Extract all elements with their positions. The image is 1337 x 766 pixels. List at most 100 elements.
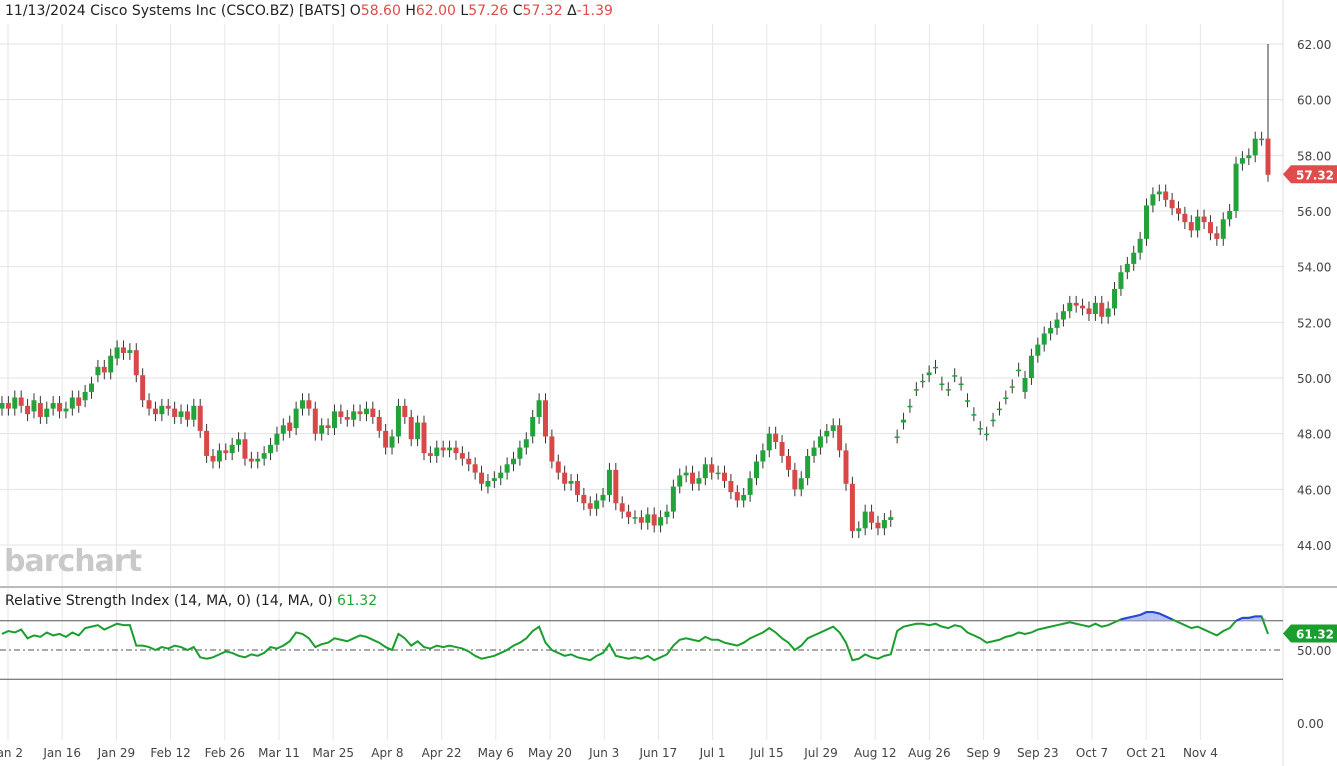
barchart-logo: barchart [4, 544, 142, 579]
candle-body [702, 464, 708, 479]
candle-body [101, 366, 107, 373]
x-axis: Jan 2 Jan 16 Jan 29 Feb 12 Feb 26 Mar 11 Mar 2… [0, 746, 1218, 760]
x-tick-label: Sep 23 [1017, 746, 1059, 760]
candle-body [568, 480, 574, 484]
x-tick-label: Mar 11 [258, 746, 300, 760]
candle-body [1080, 305, 1086, 309]
x-tick-label: Feb 26 [205, 746, 245, 760]
candle-body [491, 478, 497, 481]
candle-body [1144, 205, 1150, 239]
candle-body [447, 447, 453, 451]
candle-body [511, 458, 517, 465]
candle-body [690, 472, 696, 484]
candle-body [370, 408, 376, 417]
x-tick-label: Jul 29 [803, 746, 838, 760]
candle-body [242, 439, 248, 459]
candle-body [574, 480, 580, 495]
candle-body [594, 500, 600, 509]
candle-body [44, 408, 50, 417]
candle-body [140, 375, 146, 401]
candle-body [664, 511, 670, 518]
candle-body [402, 405, 408, 417]
candle-body [89, 383, 95, 392]
candle-body [869, 511, 875, 523]
candle-body [817, 436, 823, 448]
candle-body [31, 400, 37, 412]
candle-body [1003, 397, 1009, 399]
candle-body [69, 397, 75, 409]
candle-body [849, 483, 855, 532]
candle-body [223, 450, 229, 454]
candle-body [658, 517, 664, 526]
candle-body [1112, 288, 1118, 309]
candle-body [1246, 155, 1252, 159]
candle-body [709, 464, 715, 473]
candle-body [1009, 386, 1015, 388]
candle-body [1060, 311, 1066, 320]
close-label: C [512, 3, 523, 19]
candle-body [677, 475, 683, 487]
candle-body [913, 389, 919, 391]
candle-body [280, 425, 286, 434]
close-value: 57.32 [522, 3, 563, 19]
candle-body [204, 430, 210, 456]
candle-body [1175, 208, 1181, 214]
quote-date: 11/13/2024 [5, 3, 86, 19]
candle-body [76, 397, 82, 406]
candle-body [843, 450, 849, 484]
y-tick-label: 56.00 [1297, 205, 1331, 219]
candle-body [1137, 238, 1143, 253]
candle-body [453, 447, 459, 454]
candle-body [632, 517, 638, 519]
candle-body [766, 433, 772, 451]
change-label: Δ [567, 3, 577, 19]
candle-body [875, 522, 881, 529]
x-tick-label: Jun 17 [638, 746, 677, 760]
y-tick-label: 58.00 [1297, 149, 1331, 163]
open-value: 58.60 [360, 3, 401, 19]
candle-body [926, 372, 932, 376]
x-tick-label: May 6 [478, 746, 514, 760]
candle-body [434, 447, 440, 456]
rsi-line [1, 611, 1269, 662]
candle-body [1067, 302, 1073, 312]
candle-body [613, 469, 619, 504]
candle-body [798, 478, 804, 490]
rsi-overbought-segment [1158, 612, 1167, 618]
low-label: L [460, 3, 469, 19]
candle-body [606, 469, 612, 495]
candle-body [901, 419, 907, 423]
candle-body [146, 400, 152, 409]
candle-body [287, 422, 293, 431]
candle-body [1086, 308, 1092, 314]
rsi-overbought-segment [1235, 616, 1243, 622]
candle-body [760, 450, 766, 462]
candle-body [1131, 252, 1137, 264]
open-label: O [349, 3, 361, 19]
candle-body [773, 433, 779, 443]
candle-body [389, 436, 395, 448]
candle-body [958, 383, 964, 386]
y-tick-label: 44.00 [1297, 539, 1331, 553]
candle-body [1265, 138, 1271, 175]
y-tick-label: 52.00 [1297, 316, 1331, 330]
candle-body [133, 350, 139, 376]
candle-body [421, 422, 427, 454]
candle-body [325, 425, 331, 429]
quote-header: 11/13/2024 Cisco Systems Inc (CSCO.BZ) [… [5, 3, 613, 19]
x-tick-label: Apr 22 [422, 746, 462, 760]
candle-body [331, 411, 337, 429]
candle-body [734, 492, 740, 501]
rsi-overbought-fill [1140, 612, 1147, 621]
x-tick-label: Jan 2 [0, 746, 23, 760]
candle-body [779, 442, 785, 456]
candle-body [945, 389, 951, 391]
candle-body [964, 400, 970, 402]
candle-body [184, 411, 190, 420]
candle-body [1099, 302, 1105, 317]
rsi-overbought-segment [1133, 613, 1141, 618]
candle-body [523, 439, 529, 448]
candle-body [25, 405, 31, 415]
candle-body [542, 400, 548, 437]
